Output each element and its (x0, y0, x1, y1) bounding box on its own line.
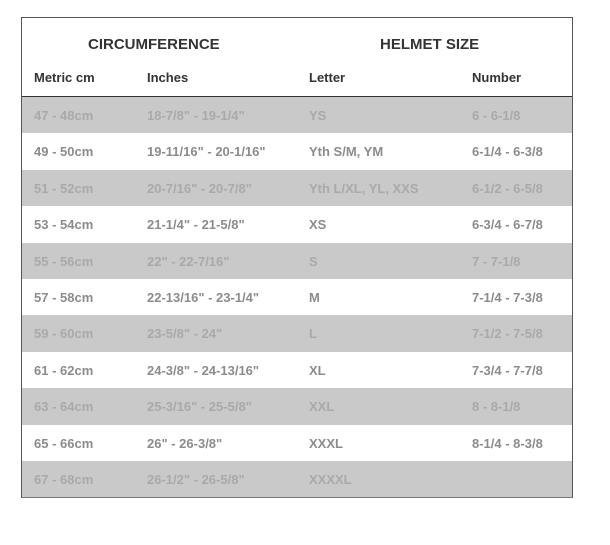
table-row: 49 - 50cm 19-11/16" - 20-1/16" Yth S/M, YM… (22, 133, 572, 169)
cell-inches: 26-1/2" - 26-5/8" (147, 471, 245, 487)
cell-metric: 55 - 56cm (34, 253, 94, 269)
cell-number: 6-1/2 - 6-5/8 (472, 180, 543, 196)
table-row: 57 - 58cm 22-13/16" - 23-1/4" M 7-1/4 - 7-3… (22, 279, 572, 315)
cell-inches: 25-3/16" - 25-5/8" (147, 399, 252, 415)
cell-letter: Yth S/M, YM (309, 144, 384, 160)
cell-metric: 67 - 68cm (34, 471, 94, 487)
cell-inches: 23-5/8" - 24" (147, 326, 223, 342)
cell-number: 8 - 8-1/8 (472, 399, 521, 415)
cell-number: 6-3/4 - 6-7/8 (472, 217, 543, 233)
cell-inches: 19-11/16" - 20-1/16" (147, 144, 266, 160)
cell-letter: XXL (309, 399, 335, 415)
cell-inches: 22-13/16" - 23-1/4" (147, 289, 260, 305)
cell-metric: 57 - 58cm (34, 289, 94, 305)
cell-inches: 24-3/8" - 24-13/16" (147, 362, 260, 378)
table-row: 65 - 66cm 26" - 26-3/8" XXXL 8-1/4 - 8-3/8 (22, 425, 572, 461)
column-header-metric: Metric cm (34, 70, 95, 85)
cell-letter: XL (309, 362, 326, 378)
cell-metric: 65 - 66cm (34, 435, 94, 451)
cell-metric: 47 - 48cm (34, 108, 94, 123)
group-header-circumference: CIRCUMFERENCE (88, 36, 220, 53)
table-row: 53 - 54cm 21-1/4" - 21-5/8" XS 6-3/4 - 6-7/… (22, 206, 572, 242)
table-row: 63 - 64cm 25-3/16" - 25-5/8" XXL 8 - 8-1/8 (22, 388, 572, 425)
cell-letter: YS (309, 108, 327, 123)
cell-number: 8-1/4 - 8-3/8 (472, 435, 543, 451)
cell-metric: 59 - 60cm (34, 326, 94, 342)
table-row: 55 - 56cm 22" - 22-7/16" S 7 - 7-1/8 (22, 242, 572, 279)
table-row: 61 - 62cm 24-3/8" - 24-13/16" XL 7-3/4 - 7-… (22, 352, 572, 388)
cell-number: 7 - 7-1/8 (472, 253, 521, 269)
cell-letter: S (309, 253, 318, 269)
cell-metric: 53 - 54cm (34, 217, 94, 233)
cell-number: 7-1/4 - 7-3/8 (472, 289, 543, 305)
size-chart-table: CIRCUMFERENCE HELMET SIZE Metric cm Inch… (21, 17, 573, 498)
cell-inches: 18-7/8" - 19-1/4" (147, 108, 245, 123)
cell-inches: 22" - 22-7/16" (147, 253, 230, 269)
cell-metric: 61 - 62cm (34, 362, 94, 378)
cell-metric: 49 - 50cm (34, 144, 94, 160)
cell-letter: L (309, 326, 317, 342)
cell-inches: 21-1/4" - 21-5/8" (147, 217, 245, 233)
table-row: 47 - 48cm 18-7/8" - 19-1/4" YS 6 - 6-1/8 (22, 97, 572, 134)
cell-number: 7-1/2 - 7-5/8 (472, 326, 543, 342)
cell-letter: XXXL (309, 435, 343, 451)
column-header-inches: Inches (147, 70, 189, 85)
cell-letter: M (309, 289, 320, 305)
column-header-letter: Letter (309, 70, 346, 85)
cell-number: 6-1/4 - 6-3/8 (472, 144, 543, 160)
cell-letter: XS (309, 217, 327, 233)
cell-metric: 51 - 52cm (34, 180, 94, 196)
header-divider (22, 96, 572, 97)
cell-metric: 63 - 64cm (34, 399, 94, 415)
cell-inches: 26" - 26-3/8" (147, 435, 223, 451)
table-row: 67 - 68cm 26-1/2" - 26-5/8" XXXXL (22, 460, 572, 498)
table-row: 59 - 60cm 23-5/8" - 24" L 7-1/2 - 7-5/8 (22, 315, 572, 352)
column-header-number: Number (472, 70, 522, 85)
table-body: 47 - 48cm 18-7/8" - 19-1/4" YS 6 - 6-1/8 49 … (22, 97, 572, 498)
cell-inches: 20-7/16" - 20-7/8" (147, 180, 252, 196)
cell-letter: XXXXL (309, 471, 352, 487)
cell-number: 6 - 6-1/8 (472, 108, 521, 123)
cell-letter: Yth L/XL, YL, XXS (309, 180, 419, 196)
group-header-helmet-size: HELMET SIZE (380, 36, 480, 53)
cell-number: 7-3/4 - 7-7/8 (472, 362, 543, 378)
table-row: 51 - 52cm 20-7/16" - 20-7/8" Yth L/XL, YL,… (22, 169, 572, 207)
